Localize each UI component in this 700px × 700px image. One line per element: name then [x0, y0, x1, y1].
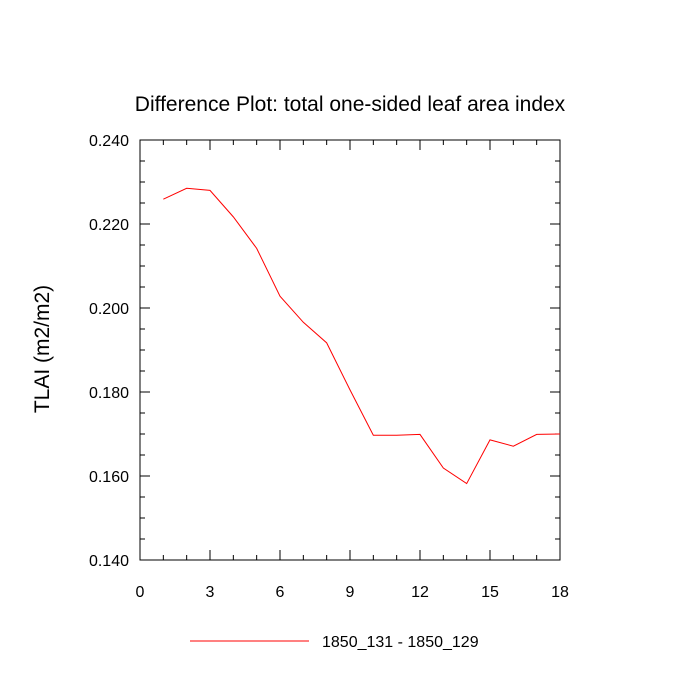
y-tick-label: 0.200: [89, 301, 129, 318]
x-tick-label: 9: [346, 584, 355, 601]
x-tick-label: 3: [206, 584, 215, 601]
series-line-0: [163, 187, 561, 485]
x-tick-label: 6: [276, 584, 285, 601]
y-tick-labels: 0.140 0.160 0.180 0.200 0.220 0.240: [89, 133, 129, 570]
y-tick-label: 0.140: [89, 553, 129, 570]
legend: 1850_131 - 1850_129: [190, 634, 479, 651]
chart-title: Difference Plot: total one-sided leaf ar…: [135, 93, 566, 116]
x-tick-label: 0: [136, 584, 145, 601]
tick-marks: [139, 139, 561, 561]
y-tick-label: 0.240: [89, 133, 129, 150]
x-tick-label: 12: [411, 584, 429, 601]
y-tick-label: 0.160: [89, 469, 129, 486]
x-tick-labels: 0 3 6 9 12 15 18: [136, 584, 569, 601]
plot-frame: [139, 139, 561, 561]
y-tick-label: 0.180: [89, 385, 129, 402]
series-layer: [163, 187, 561, 485]
legend-label: 1850_131 - 1850_129: [322, 634, 479, 651]
y-tick-label: 0.220: [89, 217, 129, 234]
x-tick-label: 15: [481, 584, 499, 601]
x-tick-label: 18: [551, 584, 569, 601]
y-axis-title: TLAI (m2/m2): [31, 285, 54, 413]
